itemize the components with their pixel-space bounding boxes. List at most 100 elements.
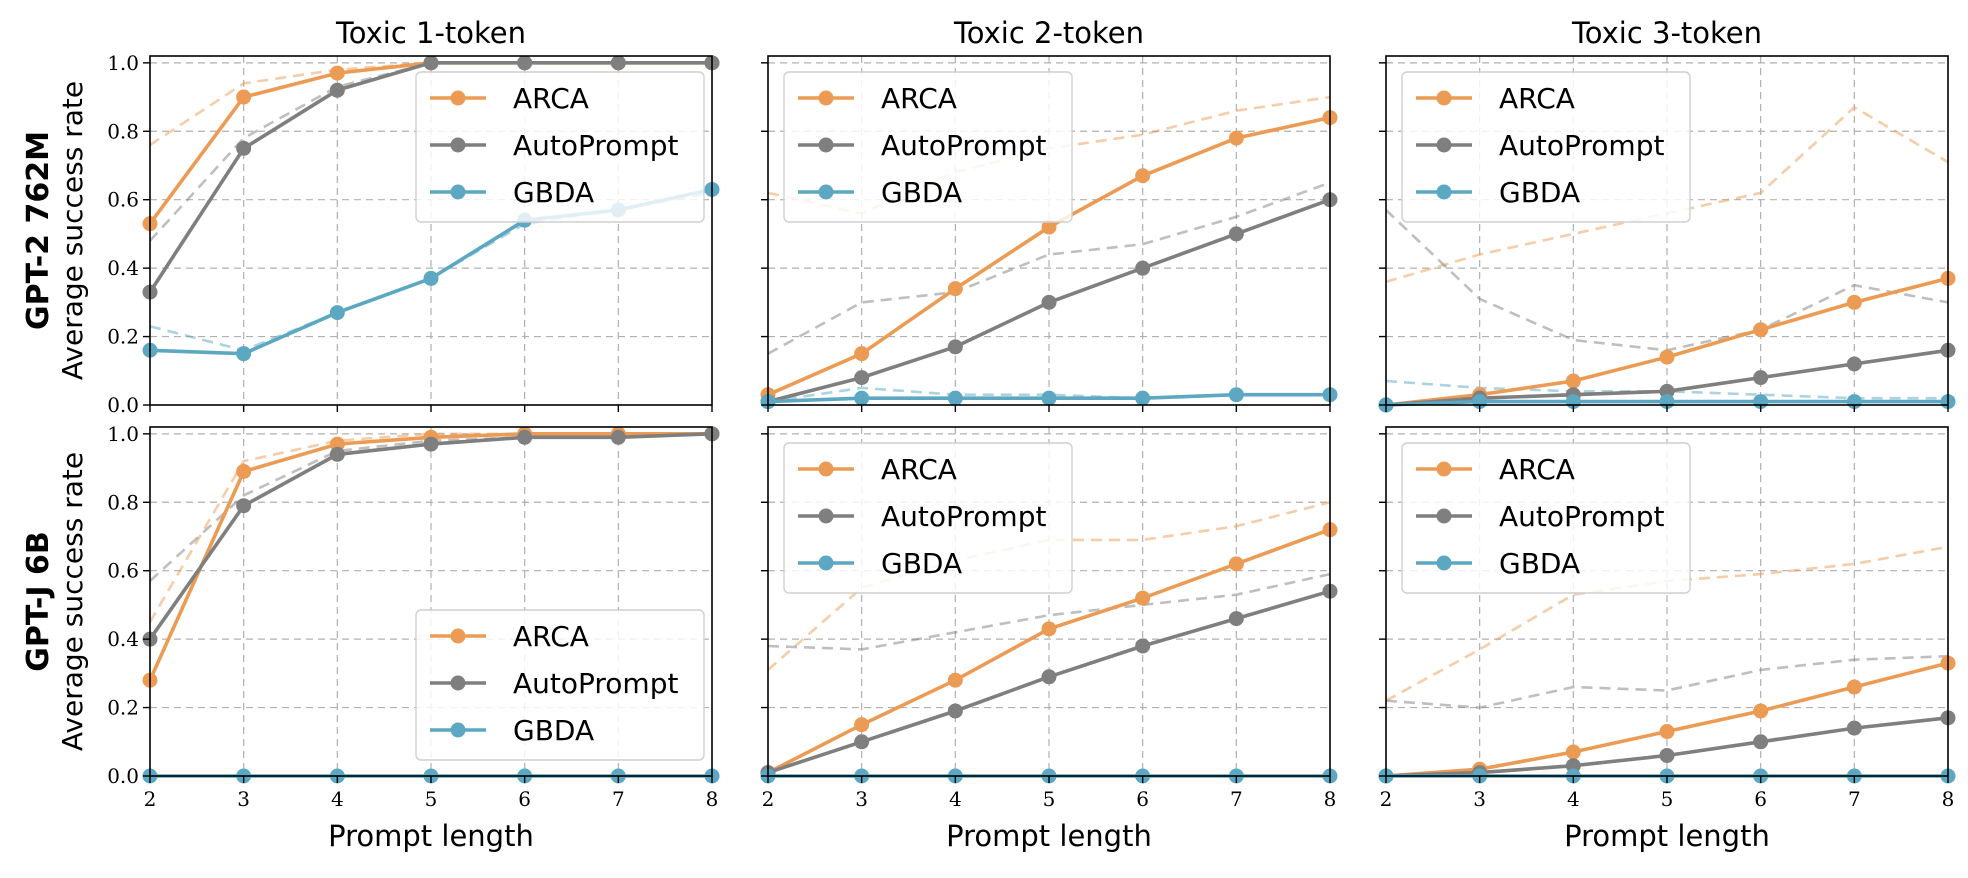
legend-box: [1401, 442, 1691, 594]
legend-item-autoprompt: AutoPrompt: [798, 129, 1046, 162]
legend-marker-gbda: [1436, 555, 1452, 571]
x-tick-label: 5: [1661, 787, 1674, 811]
legend-marker-autoprompt: [1436, 137, 1452, 153]
data-point-autoprompt: [1659, 747, 1675, 763]
legend-label: ARCA: [513, 82, 589, 115]
legend: ARCA AutoPrompt GBDA: [415, 609, 705, 761]
data-point-arca: [1659, 724, 1675, 740]
legend-item-gbda: GBDA: [430, 176, 594, 209]
data-point-autoprompt: [1135, 260, 1151, 276]
legend-box: [1401, 71, 1691, 223]
legend-label: AutoPrompt: [513, 129, 678, 162]
y-tick-label: 0.4: [107, 627, 139, 651]
x-tick-label: 3: [1473, 787, 1486, 811]
grid: [1386, 56, 1948, 405]
legend-box: [415, 609, 705, 761]
data-point-arca: [236, 463, 252, 479]
x-tick-label: 4: [331, 787, 344, 811]
x-tick-label: 7: [1848, 787, 1861, 811]
data-point-autoprompt: [1228, 611, 1244, 627]
legend: ARCA AutoPrompt GBDA: [1401, 442, 1691, 594]
x-tick-label: 8: [1942, 787, 1955, 811]
data-point-autoprompt: [236, 498, 252, 514]
data-point-arca: [1753, 322, 1769, 338]
data-point-arca: [1659, 349, 1675, 365]
x-tick-label: 7: [612, 787, 625, 811]
data-point-autoprompt: [1565, 758, 1581, 774]
data-point-autoprompt: [1659, 383, 1675, 399]
legend-item-gbda: GBDA: [1416, 547, 1580, 580]
legend-label: ARCA: [1499, 82, 1575, 115]
data-point-autoprompt: [423, 55, 439, 71]
y-tick-label: 1.0: [107, 51, 139, 75]
data-point-arca: [1228, 130, 1244, 146]
data-point-autoprompt: [947, 703, 963, 719]
x-tick-label: 5: [425, 787, 438, 811]
data-point-autoprompt: [517, 55, 533, 71]
data-point-autoprompt: [1753, 734, 1769, 750]
x-tick-label: 4: [1567, 787, 1580, 811]
legend-marker-gbda: [450, 184, 466, 200]
legend-label: ARCA: [513, 620, 589, 653]
panel-title: Toxic 3-token: [1571, 16, 1762, 50]
data-point-arca: [1753, 703, 1769, 719]
data-point-autoprompt: [236, 140, 252, 156]
legend-label: ARCA: [881, 82, 957, 115]
legend-marker-arca: [1436, 90, 1452, 106]
data-point-autoprompt: [1753, 370, 1769, 386]
y-tick-label: 0.8: [107, 119, 139, 143]
legend-marker-gbda: [1436, 184, 1452, 200]
data-point-gbda: [1135, 390, 1151, 406]
legend-item-autoprompt: AutoPrompt: [1416, 500, 1664, 533]
x-tick-label: 2: [144, 787, 157, 811]
data-point-gbda: [854, 390, 870, 406]
row-label: GPT-J 6B: [21, 531, 56, 671]
series-line-autoprompt-dashed: [1385, 654, 1949, 709]
data-point-arca: [329, 436, 345, 452]
data-point-autoprompt: [1846, 720, 1862, 736]
legend-box: [415, 71, 705, 223]
legend-label: GBDA: [1499, 176, 1580, 209]
legend-item-arca: ARCA: [430, 620, 589, 653]
legend-marker-autoprompt: [450, 675, 466, 691]
legend-item-gbda: GBDA: [798, 547, 962, 580]
data-point-autoprompt: [1041, 669, 1057, 685]
data-point-arca: [947, 672, 963, 688]
y-tick-label: 0.4: [107, 256, 139, 280]
legend-label: GBDA: [881, 176, 962, 209]
panel-1: 0.0 0.2 0.4 0.6 0.8 1.0 Toxic 1-token Average s…: [21, 16, 720, 417]
legend-box: [783, 442, 1073, 594]
panel-title: Toxic 1-token: [335, 16, 526, 50]
data-point-arca: [1846, 294, 1862, 310]
legend-marker-arca: [1436, 461, 1452, 477]
legend-marker-autoprompt: [1436, 508, 1452, 524]
data-point-arca: [1135, 168, 1151, 184]
x-axis-label: Prompt length: [328, 819, 534, 853]
data-point-autoprompt: [854, 370, 870, 386]
legend-label: AutoPrompt: [513, 667, 678, 700]
x-tick-label: 2: [1380, 787, 1393, 811]
y-tick-label: 0.0: [107, 393, 139, 417]
data-point-arca: [1135, 590, 1151, 606]
legend-item-gbda: GBDA: [798, 176, 962, 209]
data-point-arca: [1565, 373, 1581, 389]
data-point-autoprompt: [1041, 294, 1057, 310]
data-point-gbda: [329, 305, 345, 321]
series-line-autoprompt-dashed: [767, 572, 1331, 651]
x-tick-label: 7: [1230, 787, 1243, 811]
legend-marker-gbda: [818, 184, 834, 200]
y-tick-label: 0.2: [107, 325, 139, 349]
y-tick-label: 1.0: [107, 422, 139, 446]
legend-label: AutoPrompt: [881, 129, 1046, 162]
data-point-gbda: [1041, 390, 1057, 406]
data-point-gbda: [423, 270, 439, 286]
x-tick-label: 6: [1754, 787, 1767, 811]
data-point-arca: [1041, 219, 1057, 235]
y-axis-label: Average success rate: [56, 452, 89, 751]
series-group: [760, 501, 1338, 784]
series-line-autoprompt-dashed: [767, 181, 1331, 355]
legend-label: AutoPrompt: [1499, 129, 1664, 162]
x-axis-label: Prompt length: [1564, 819, 1770, 853]
legend-item-gbda: GBDA: [430, 714, 594, 747]
data-point-autoprompt: [329, 446, 345, 462]
